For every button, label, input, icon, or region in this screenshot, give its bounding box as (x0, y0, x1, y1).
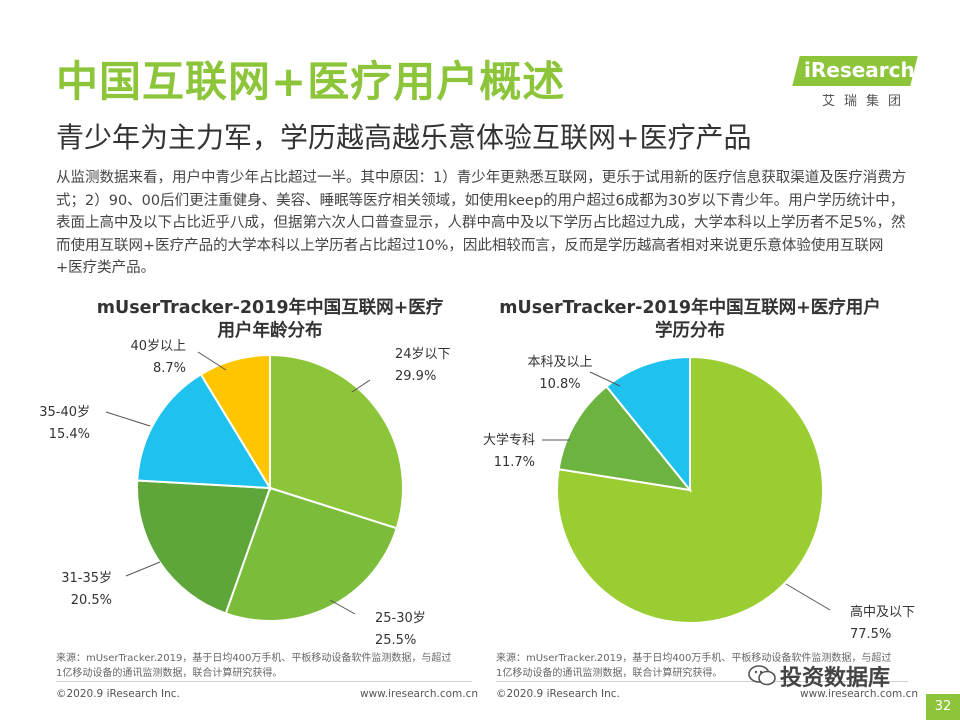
pie-slice (224, 486, 399, 622)
slice-value-label: 20.5% (71, 593, 112, 608)
page-title: 中国互联网+医疗用户概述 (56, 57, 566, 106)
slice-label: 40岁以上 (130, 339, 186, 354)
source-line2: 1亿移动设备的通讯监测数据，联合计算研究获得。 (56, 668, 283, 679)
education-chart-title: mUserTracker-2019年中国互联网+医疗用户 学历分布 (490, 297, 890, 343)
slice-value-label: 8.7% (153, 361, 186, 376)
leader-line (351, 379, 371, 393)
slice-label: 大学专科 (483, 432, 535, 448)
watermark-text: 投资数据库 (780, 666, 891, 691)
source-line1: 来源：mUserTracker.2019，基于日均400万手机、平板移动设备软件… (56, 653, 452, 664)
source-line1: 来源：mUserTracker.2019，基于日均400万手机、平板移动设备软件… (496, 653, 892, 664)
leader-line (329, 599, 356, 615)
footer-divider-left (56, 681, 472, 682)
education-chart-title-line2: 学历分布 (655, 321, 725, 341)
page-number: 32 (926, 694, 960, 720)
slice-value-label: 77.5% (850, 627, 891, 642)
slice-value-label: 11.7% (494, 455, 535, 470)
slice-label: 25-30岁 (375, 611, 426, 626)
pie-slice (136, 373, 272, 490)
slice-label: 35-40岁 (39, 405, 90, 420)
pie-slice (136, 479, 272, 615)
leader-line (105, 411, 151, 427)
slice-value-label: 29.9% (395, 369, 436, 384)
footer-divider-right (496, 681, 908, 682)
slice-value-label: 10.8% (539, 377, 580, 392)
source-note-right: 来源：mUserTracker.2019，基于日均400万手机、平板移动设备软件… (496, 651, 916, 681)
iresearch-logo: iResearch 艾瑞集团 (786, 56, 918, 110)
logo-brand: iResearch (804, 58, 915, 82)
logo-subtext: 艾瑞集团 (822, 94, 911, 109)
intro-paragraph: 从监测数据来看，用户中青少年占比超过一半。其中原因：1）青少年更熟悉互联网，更乐… (56, 170, 907, 276)
leader-line (125, 561, 161, 577)
leader-line (785, 583, 831, 611)
slice-label: 31-35岁 (61, 571, 112, 586)
pie-slice (269, 353, 404, 530)
education-pie-chart: 高中及以下 77.5% 大学专科 11.7% 本科及以上 10.8% (483, 355, 915, 642)
footer-url-right[interactable]: www.iresearch.com.cn (800, 688, 919, 700)
source-line2: 1亿移动设备的通讯监测数据，联合计算研究获得。 (496, 668, 723, 679)
pie-slice (605, 355, 691, 493)
education-chart-title-line1: mUserTracker-2019年中国互联网+医疗用户 (499, 298, 881, 318)
slice-label: 高中及以下 (850, 604, 915, 620)
pie-slice (557, 385, 693, 492)
footer-url-left[interactable]: www.iresearch.com.cn (360, 688, 479, 700)
age-chart-title: mUserTracker-2019年中国互联网+医疗 用户年龄分布 (70, 297, 470, 343)
pie-slice (199, 353, 271, 492)
age-pie-chart: 24岁以下 29.9% 25-30岁 25.5% 31-35岁 20.5% 35-40岁 15… (39, 339, 451, 648)
footer-copyright-right: ©2020.9 iResearch Inc. (496, 688, 620, 700)
age-chart-title-line2: 用户年龄分布 (217, 321, 323, 341)
slice-label: 24岁以下 (395, 347, 451, 362)
slice-label: 本科及以上 (527, 355, 592, 370)
leader-line (589, 371, 621, 387)
age-chart-title-line1: mUserTracker-2019年中国互联网+医疗 (96, 298, 444, 318)
source-note-left: 来源：mUserTracker.2019，基于日均400万手机、平板移动设备软件… (56, 651, 476, 681)
slice-value-label: 25.5% (375, 633, 416, 648)
page-subtitle: 青少年为主力军，学历越高越乐意体验互联网+医疗产品 (56, 121, 752, 154)
leader-line (197, 351, 227, 371)
slice-value-label: 15.4% (49, 427, 90, 442)
footer-copyright-left: ©2020.9 iResearch Inc. (56, 688, 180, 700)
wechat-icon (748, 665, 776, 686)
